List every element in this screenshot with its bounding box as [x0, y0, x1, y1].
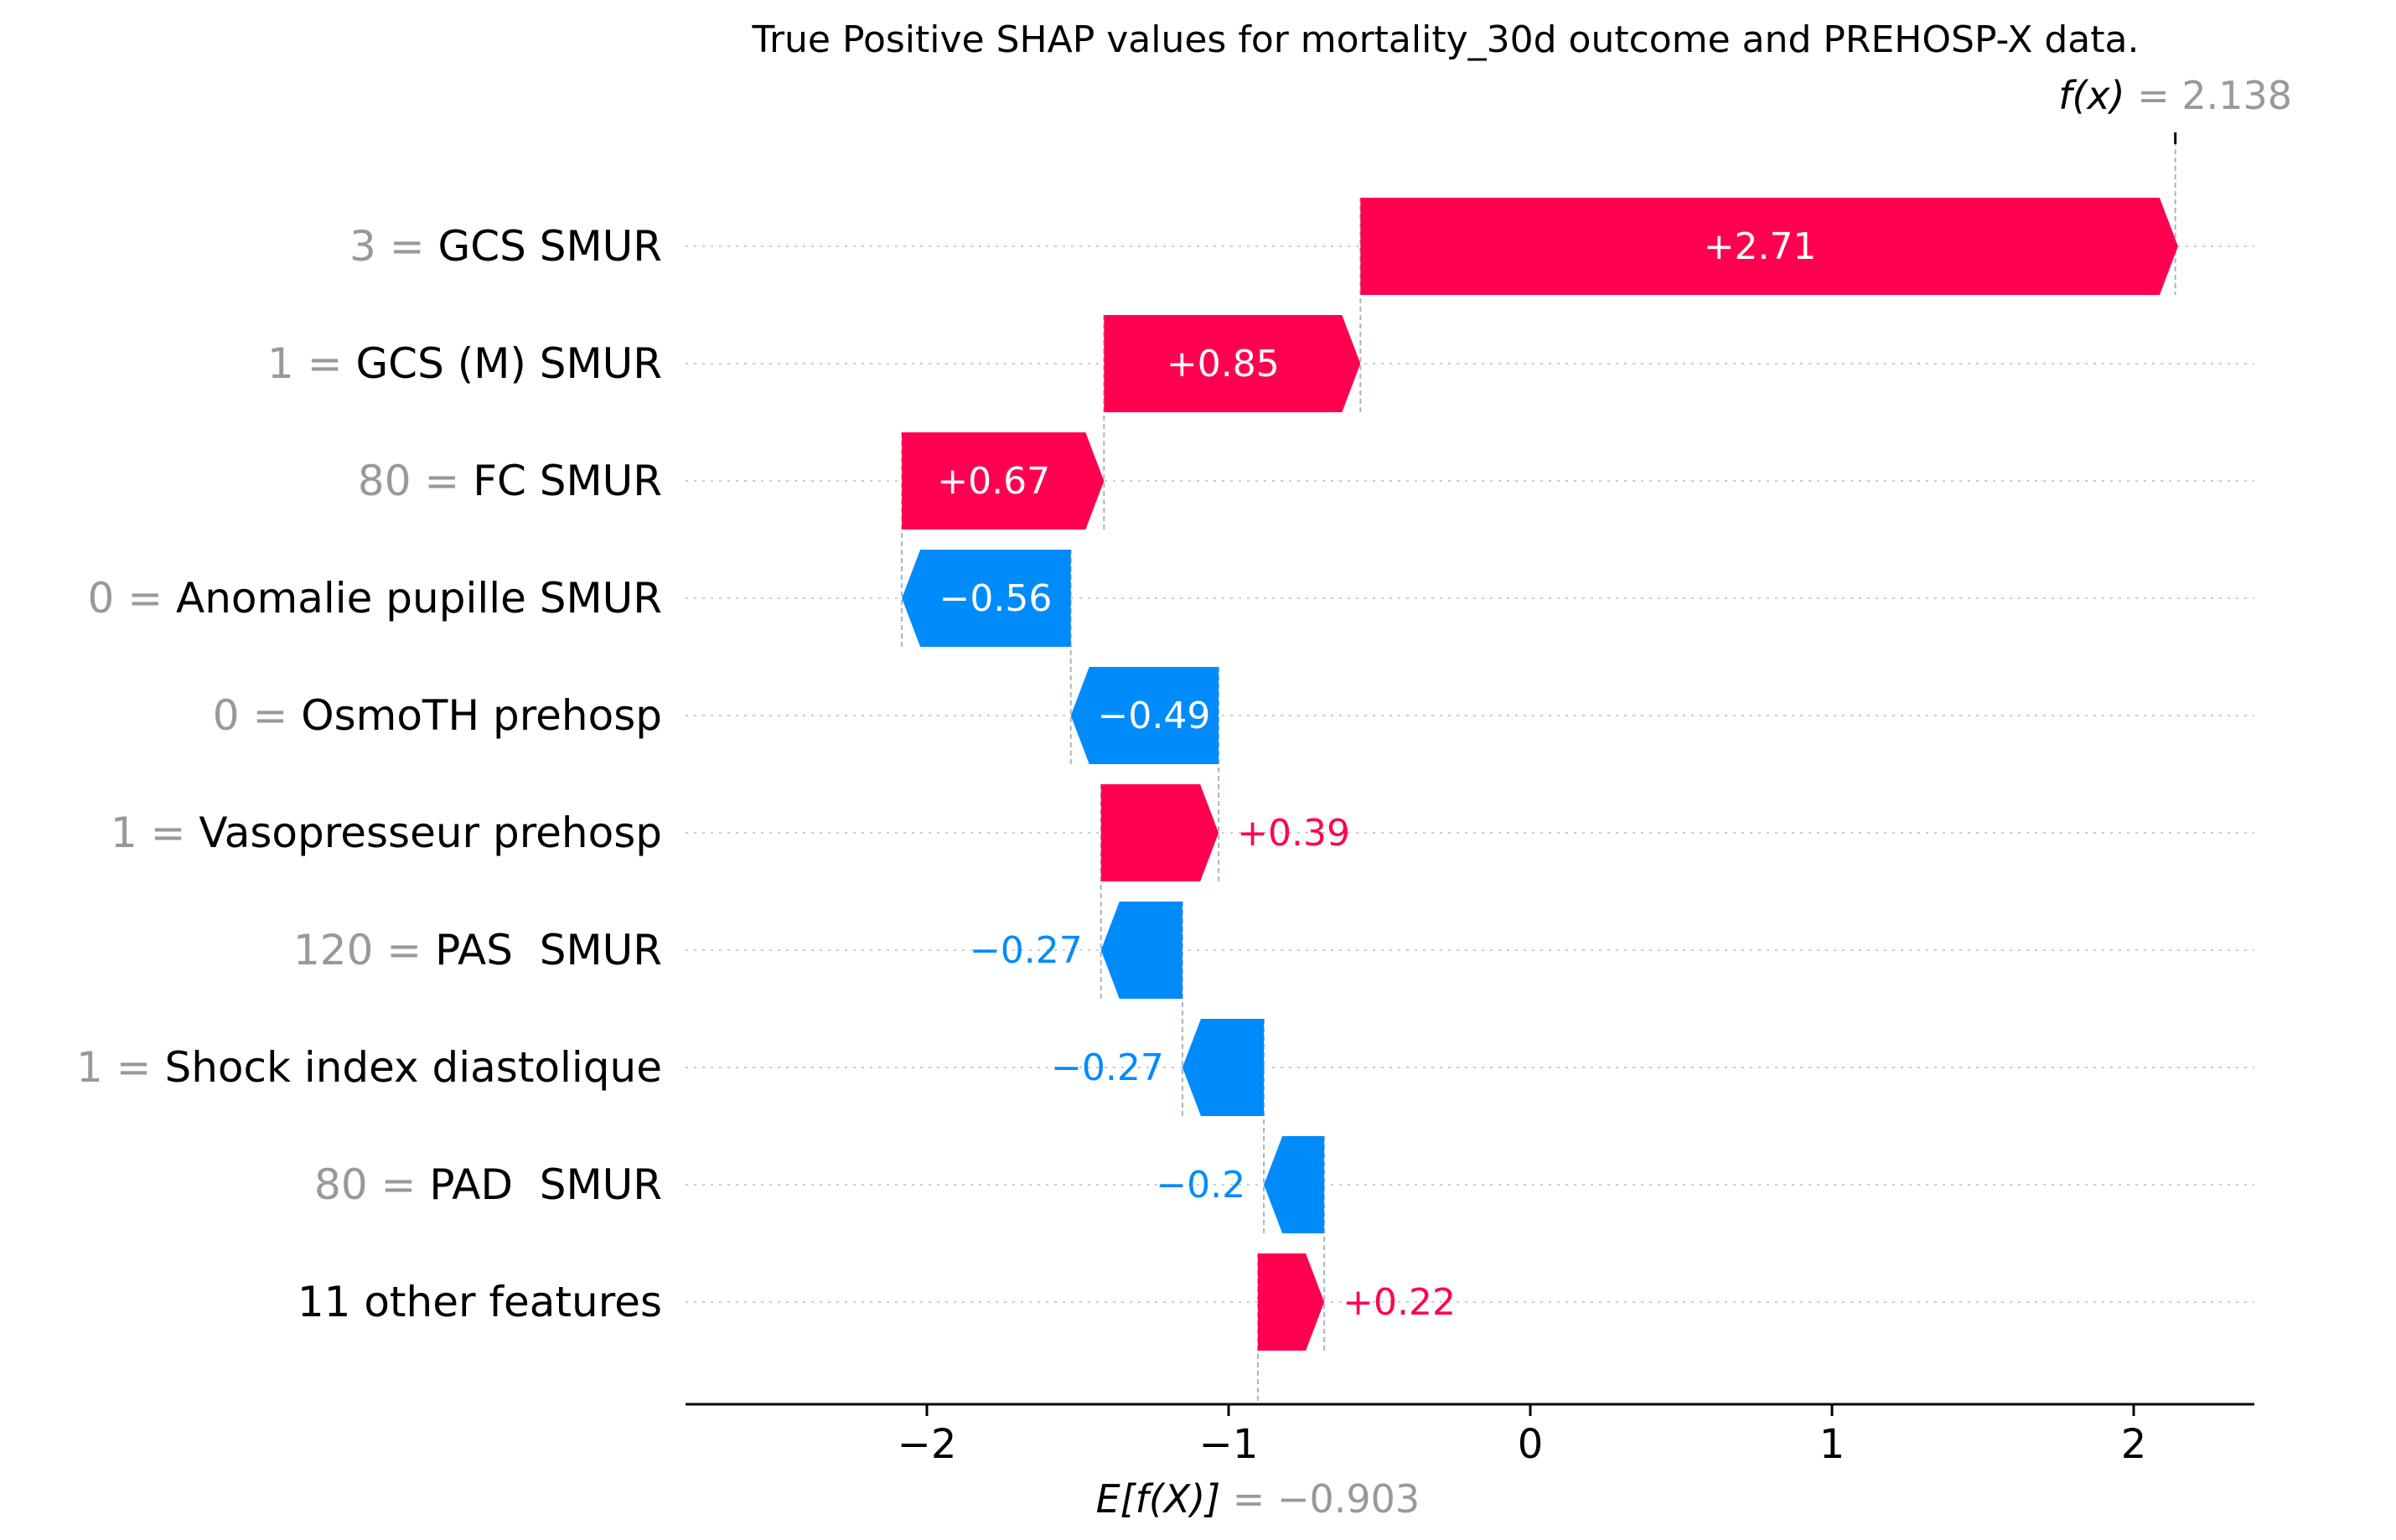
feature-label: 80 = PAD SMUR — [314, 1160, 662, 1209]
bar-negative — [1264, 1136, 1325, 1233]
feature-name: PAD SMUR — [429, 1160, 662, 1209]
bar-value-label: −0.27 — [970, 929, 1083, 972]
feature-value: 1 = — [111, 809, 199, 857]
bar-negative — [1100, 902, 1182, 999]
row-gridlines — [686, 245, 2254, 1303]
feature-value: 1 = — [76, 1043, 165, 1092]
connector-lines — [901, 132, 2177, 1404]
feature-name: Shock index diastolique — [164, 1043, 662, 1092]
feature-name: Vasopresseur prehosp — [199, 809, 662, 857]
feature-name: GCS SMUR — [437, 222, 662, 271]
bar-value-label: −0.2 — [1156, 1164, 1245, 1207]
feature-name: OsmoTH prehosp — [301, 691, 662, 740]
x-tick-label: 2 — [2121, 1421, 2147, 1468]
bar-negative — [1182, 1019, 1265, 1116]
feature-label: 120 = PAS SMUR — [293, 926, 662, 974]
bar-positive — [902, 432, 1105, 530]
feature-name: 11 other features — [298, 1278, 662, 1326]
bar-value-label: −0.27 — [1051, 1046, 1164, 1089]
feature-label: 1 = Vasopresseur prehosp — [111, 809, 662, 857]
feature-value: 3 = — [349, 222, 438, 271]
bar-positive — [1104, 315, 1361, 412]
feature-value: 80 = — [358, 457, 473, 505]
x-tick-label: 1 — [1819, 1421, 1845, 1468]
bar-value-label: −0.56 — [939, 577, 1052, 620]
bar-positive — [1100, 784, 1219, 881]
chart-title: True Positive SHAP values for mortality_… — [752, 18, 2140, 61]
bar-positive — [1360, 198, 2178, 295]
feature-value: 120 = — [293, 926, 435, 974]
feature-label: 80 = FC SMUR — [358, 457, 662, 505]
x-axis: −2 −1 0 1 2 E[f(X)] = −0.903 — [686, 1403, 2254, 1522]
feature-name: FC SMUR — [473, 457, 662, 505]
feature-label: 1 = Shock index diastolique — [76, 1043, 662, 1092]
feature-name: PAS SMUR — [435, 926, 662, 974]
base-value-label: E[f(X)] = −0.903 — [1096, 1476, 1421, 1522]
x-tick-label: −1 — [1199, 1421, 1259, 1468]
feature-name: Anomalie pupille SMUR — [176, 574, 662, 623]
feature-name: GCS (M) SMUR — [355, 339, 662, 388]
feature-label: 3 = GCS SMUR — [349, 222, 662, 271]
value-annotations: +2.71 +0.85 +0.67 −0.56 −0.49 +0.39 −0.27 −0.27… — [937, 73, 2292, 1324]
feature-label: 0 = Anomalie pupille SMUR — [88, 574, 662, 623]
x-tick-label: 0 — [1518, 1421, 1544, 1468]
bar-value-label: +0.85 — [1167, 343, 1280, 385]
feature-label: 11 other features — [298, 1278, 662, 1326]
x-tick-label: −2 — [898, 1421, 957, 1468]
bar-value-label: +0.39 — [1237, 812, 1350, 855]
feature-value: 0 = — [88, 574, 177, 623]
bar-value-label: +0.67 — [937, 460, 1050, 503]
bar-value-label: +2.71 — [1704, 225, 1817, 268]
feature-labels: 3 = GCS SMUR 1 = GCS (M) SMUR 80 = FC SMUR… — [76, 222, 662, 1326]
bars-group — [902, 198, 2178, 1351]
fx-label: f(x) = 2.138 — [2058, 73, 2292, 118]
feature-label: 0 = OsmoTH prehosp — [213, 691, 662, 740]
bar-value-label: −0.49 — [1097, 695, 1210, 737]
bar-negative — [902, 550, 1071, 647]
bar-positive — [1257, 1253, 1325, 1351]
bar-negative — [1070, 667, 1219, 764]
feature-value: 80 = — [314, 1160, 429, 1209]
feature-value: 1 = — [267, 339, 356, 388]
bar-value-label: +0.22 — [1343, 1281, 1456, 1324]
feature-value: 0 = — [213, 691, 302, 740]
feature-label: 1 = GCS (M) SMUR — [267, 339, 662, 388]
